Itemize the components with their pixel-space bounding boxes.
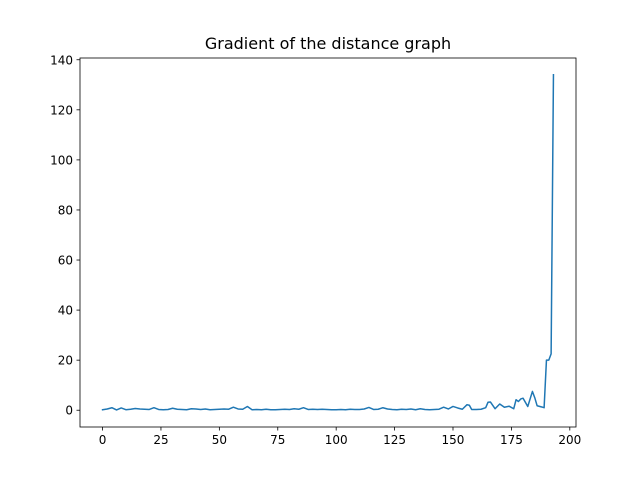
axes: 0 25 50 75 100 125 150 175 200 0 20 40 60 80 100 120 140 (50, 53, 581, 447)
plot-area (80, 58, 576, 427)
x-tick-label: 0 (99, 433, 107, 447)
y-tick-label: 120 (50, 103, 73, 117)
axes-frame (79, 57, 577, 428)
plot-background (80, 58, 576, 427)
x-tick-label: 125 (383, 433, 406, 447)
y-tick-label: 140 (50, 53, 73, 67)
x-tick-label: 150 (442, 433, 465, 447)
y-tick-label: 80 (58, 203, 73, 217)
y-tick-label: 40 (58, 304, 73, 318)
x-tick-label: 25 (153, 433, 168, 447)
x-tick-label: 50 (212, 433, 227, 447)
y-tick-label: 100 (50, 153, 73, 167)
x-tick-label: 175 (500, 433, 523, 447)
x-tick-label: 100 (325, 433, 348, 447)
x-tick-label: 200 (558, 433, 581, 447)
chart-title: Gradient of the distance graph (205, 34, 451, 53)
y-tick-label: 60 (58, 254, 73, 268)
series-line-0 (101, 74, 555, 411)
y-tick-label: 20 (58, 354, 73, 368)
y-tick-label: 0 (65, 404, 73, 418)
x-tick-label: 75 (270, 433, 285, 447)
